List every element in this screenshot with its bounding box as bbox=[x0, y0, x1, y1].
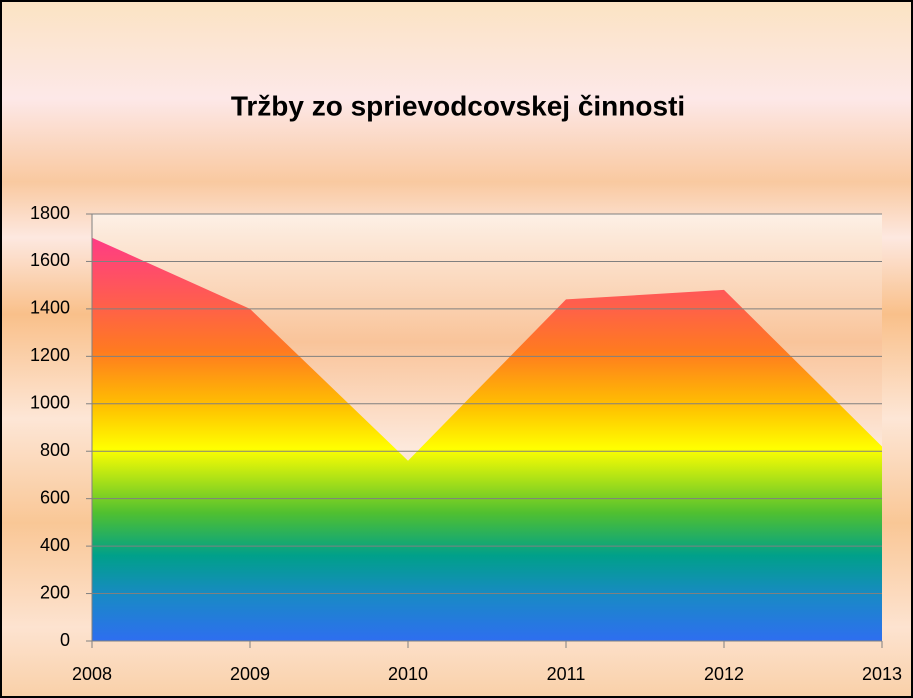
area bbox=[92, 237, 882, 641]
y-tick-label: 0 bbox=[60, 630, 70, 650]
x-tick-label: 2010 bbox=[388, 664, 428, 684]
x-tick-label: 2011 bbox=[547, 664, 586, 684]
x-tick-label: 2008 bbox=[72, 664, 112, 684]
y-tick-label: 1800 bbox=[30, 203, 70, 223]
y-tick-label: 400 bbox=[40, 535, 70, 555]
x-tick-label: 2013 bbox=[862, 664, 902, 684]
chart-title: Tržby zo sprievodcovskej činnosti bbox=[231, 90, 685, 121]
y-tick-label: 800 bbox=[40, 440, 70, 460]
y-tick-label: 1400 bbox=[30, 298, 70, 318]
y-tick-label: 1200 bbox=[30, 345, 70, 365]
y-tick-label: 600 bbox=[40, 487, 70, 507]
x-tick-label: 2012 bbox=[704, 664, 744, 684]
y-tick-label: 1000 bbox=[30, 393, 70, 413]
y-tick-label: 200 bbox=[40, 582, 70, 602]
x-tick-label: 2009 bbox=[230, 664, 270, 684]
y-tick-label: 1600 bbox=[30, 250, 70, 270]
